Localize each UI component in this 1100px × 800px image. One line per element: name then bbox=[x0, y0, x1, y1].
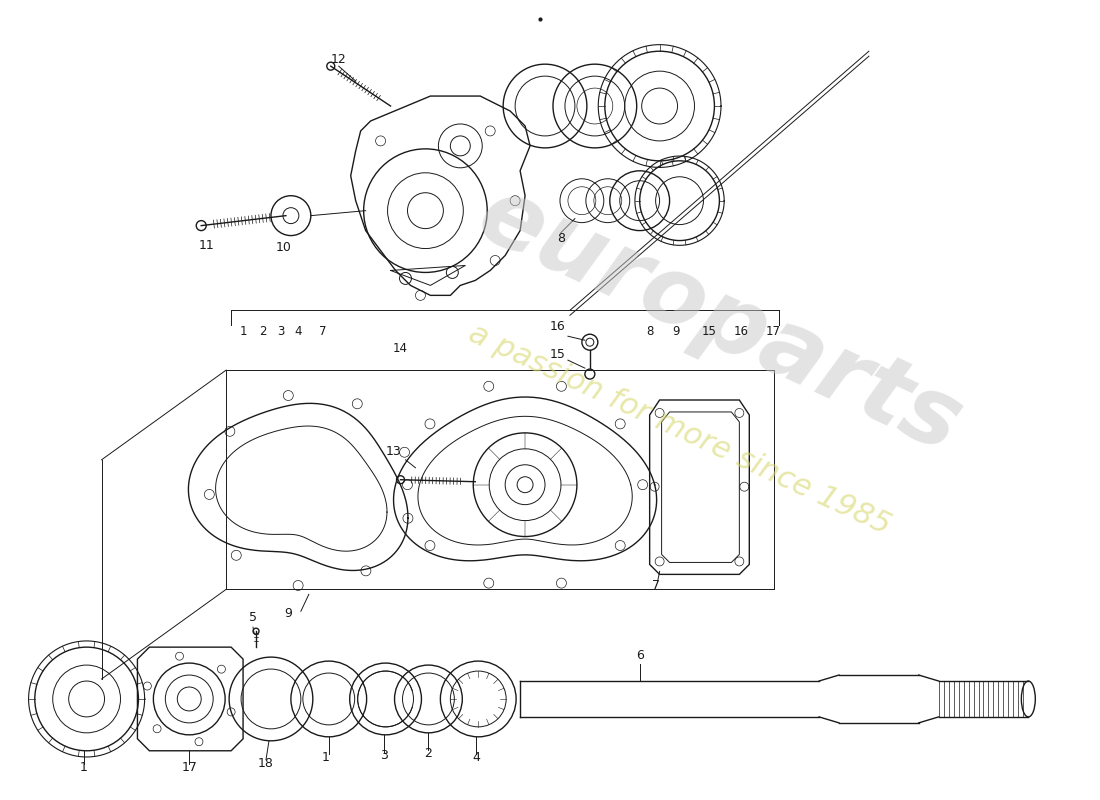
Text: 6: 6 bbox=[636, 649, 644, 662]
Text: europarts: europarts bbox=[463, 168, 976, 472]
Text: 15: 15 bbox=[702, 326, 717, 338]
Text: 9: 9 bbox=[672, 326, 680, 338]
Text: a passion for more since 1985: a passion for more since 1985 bbox=[464, 319, 895, 541]
Text: 17: 17 bbox=[766, 326, 781, 338]
Text: 16: 16 bbox=[734, 326, 749, 338]
Text: 7: 7 bbox=[319, 326, 327, 338]
Text: 1: 1 bbox=[240, 326, 246, 338]
Text: 13: 13 bbox=[386, 445, 402, 458]
Text: 7: 7 bbox=[651, 579, 660, 592]
Text: 10: 10 bbox=[276, 241, 292, 254]
Text: 2: 2 bbox=[425, 746, 432, 760]
Text: 15: 15 bbox=[550, 348, 565, 361]
Text: 4: 4 bbox=[294, 326, 301, 338]
Text: 2: 2 bbox=[260, 326, 267, 338]
Text: 9: 9 bbox=[284, 607, 292, 620]
Text: 14: 14 bbox=[393, 342, 408, 355]
Text: 16: 16 bbox=[550, 320, 565, 334]
Text: 5: 5 bbox=[249, 611, 257, 624]
Text: 3: 3 bbox=[379, 749, 387, 762]
Text: 3: 3 bbox=[277, 326, 285, 338]
Text: 1: 1 bbox=[79, 761, 88, 774]
Text: 1: 1 bbox=[322, 750, 330, 764]
Text: 8: 8 bbox=[557, 232, 565, 245]
Text: 11: 11 bbox=[198, 239, 214, 252]
Text: 17: 17 bbox=[182, 761, 197, 774]
Text: 4: 4 bbox=[472, 750, 481, 764]
Text: 12: 12 bbox=[331, 53, 346, 66]
Text: 8: 8 bbox=[646, 326, 653, 338]
Text: 18: 18 bbox=[258, 757, 274, 770]
